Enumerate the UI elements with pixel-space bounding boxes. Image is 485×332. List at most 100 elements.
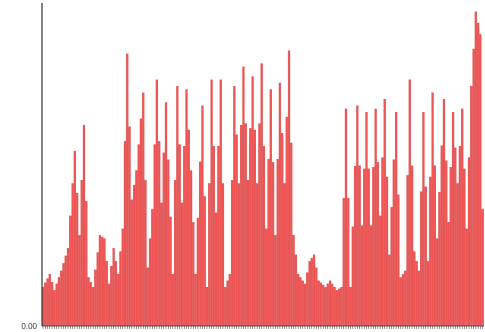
bar xyxy=(253,129,256,327)
bar xyxy=(356,105,359,327)
bar xyxy=(142,92,145,327)
bar xyxy=(123,141,127,327)
bar xyxy=(369,225,373,327)
bar xyxy=(376,162,380,327)
bar xyxy=(319,282,323,327)
bar xyxy=(379,215,382,327)
bar xyxy=(164,102,168,327)
bar xyxy=(397,194,400,327)
bar xyxy=(208,183,211,327)
bar xyxy=(148,238,152,327)
bar xyxy=(422,112,425,327)
bar xyxy=(119,251,122,327)
bar xyxy=(429,176,432,327)
bar xyxy=(187,129,190,327)
bar xyxy=(105,261,108,327)
bar xyxy=(383,99,386,327)
bar xyxy=(278,82,282,327)
bar xyxy=(399,277,402,327)
bar xyxy=(338,288,341,327)
bar xyxy=(80,180,83,327)
bar xyxy=(196,217,200,327)
bar xyxy=(438,191,441,327)
bar xyxy=(151,209,154,327)
bar xyxy=(87,277,90,327)
bar xyxy=(121,228,124,327)
bar xyxy=(82,124,86,327)
bar xyxy=(235,134,238,327)
bar xyxy=(401,274,405,327)
bar xyxy=(117,274,120,327)
bar xyxy=(199,161,202,327)
bar xyxy=(73,150,76,327)
bar xyxy=(144,180,147,327)
bar xyxy=(233,86,236,327)
bar xyxy=(381,157,384,327)
bar xyxy=(312,254,316,327)
bar xyxy=(169,216,172,327)
bar xyxy=(463,168,466,327)
bar xyxy=(103,238,106,327)
bar xyxy=(276,158,279,327)
bar xyxy=(114,261,118,327)
bar xyxy=(242,66,245,327)
bar xyxy=(128,126,131,327)
bar xyxy=(146,267,149,327)
bar xyxy=(415,261,418,327)
bar xyxy=(333,286,336,327)
bar xyxy=(69,215,72,327)
bar xyxy=(132,184,136,327)
bar xyxy=(335,290,339,327)
bar xyxy=(447,222,450,327)
bar xyxy=(340,286,343,327)
bar xyxy=(344,108,348,327)
bar xyxy=(408,79,411,327)
bar xyxy=(424,186,427,327)
bar xyxy=(178,144,181,327)
bar xyxy=(155,79,159,327)
bar xyxy=(470,86,473,327)
bar xyxy=(294,254,297,327)
bar xyxy=(107,283,111,327)
bar xyxy=(158,141,161,327)
bar xyxy=(477,22,480,327)
bar xyxy=(474,11,477,327)
bar xyxy=(290,142,293,327)
bar xyxy=(394,112,398,327)
bar xyxy=(76,193,79,327)
bar xyxy=(219,79,222,327)
bar xyxy=(328,280,332,327)
bar xyxy=(440,145,443,327)
bar xyxy=(331,283,334,327)
axis-layer: 0.00 xyxy=(21,3,484,331)
bar xyxy=(426,261,430,327)
bar xyxy=(435,238,439,327)
bar xyxy=(210,79,213,327)
bar xyxy=(262,146,266,327)
bar xyxy=(85,201,88,327)
bar xyxy=(50,282,54,327)
bar xyxy=(306,272,309,327)
bar xyxy=(353,166,357,327)
bar xyxy=(465,228,468,327)
bar xyxy=(431,92,434,327)
bar xyxy=(71,183,74,327)
bar xyxy=(365,112,368,327)
bar xyxy=(256,183,259,327)
bar xyxy=(130,199,133,327)
bar xyxy=(176,86,179,327)
bar xyxy=(360,225,364,327)
bar xyxy=(48,274,51,327)
bar xyxy=(374,108,377,327)
bar xyxy=(303,283,307,327)
bar xyxy=(410,165,414,327)
bar xyxy=(326,283,329,327)
bar xyxy=(173,180,177,327)
bar xyxy=(96,252,99,327)
bar xyxy=(89,282,92,327)
bar xyxy=(44,282,47,327)
bar xyxy=(217,146,220,327)
bar xyxy=(445,160,448,327)
bar xyxy=(322,284,325,327)
